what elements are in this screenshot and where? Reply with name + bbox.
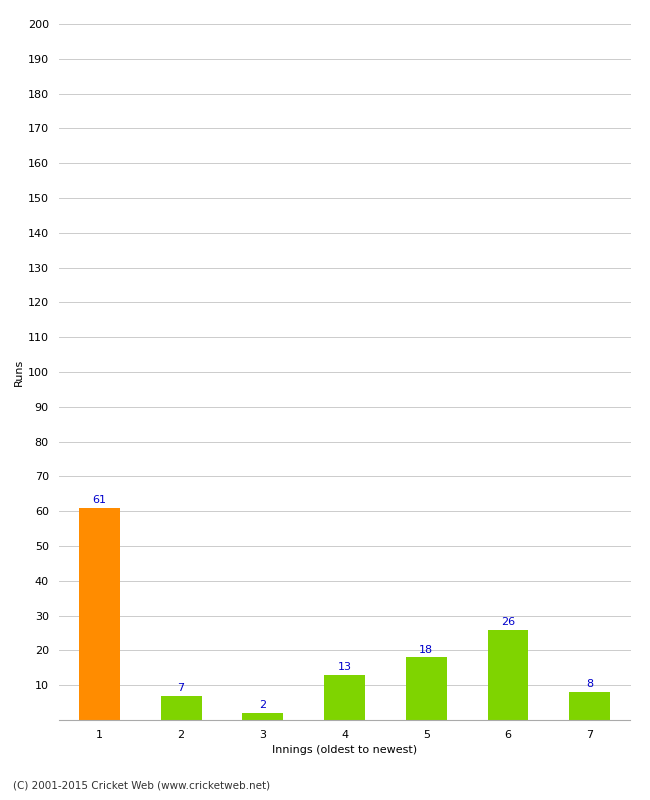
- Bar: [161, 696, 202, 720]
- Bar: [569, 692, 610, 720]
- Text: 13: 13: [337, 662, 352, 672]
- Bar: [242, 713, 283, 720]
- Text: 26: 26: [501, 617, 515, 626]
- Bar: [79, 508, 120, 720]
- Bar: [488, 630, 528, 720]
- Text: (C) 2001-2015 Cricket Web (www.cricketweb.net): (C) 2001-2015 Cricket Web (www.cricketwe…: [13, 781, 270, 790]
- X-axis label: Innings (oldest to newest): Innings (oldest to newest): [272, 746, 417, 755]
- Text: 7: 7: [177, 683, 185, 693]
- Text: 8: 8: [586, 679, 593, 690]
- Bar: [406, 658, 447, 720]
- Text: 61: 61: [92, 495, 107, 505]
- Bar: [324, 674, 365, 720]
- Text: 18: 18: [419, 645, 434, 654]
- Text: 2: 2: [259, 700, 266, 710]
- Y-axis label: Runs: Runs: [14, 358, 23, 386]
